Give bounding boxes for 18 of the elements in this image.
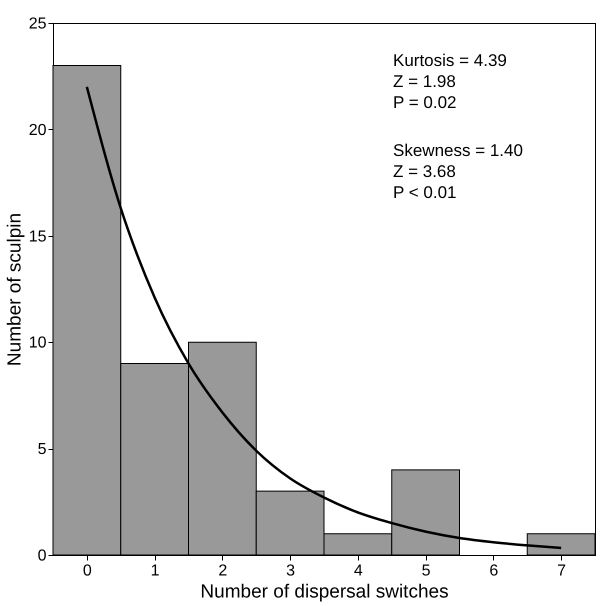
x-tick-label: 5	[422, 562, 431, 580]
x-axis-title: Number of dispersal switches	[200, 582, 449, 602]
x-tick-label: 2	[218, 562, 228, 580]
y-tick-label: 25	[28, 16, 47, 32]
x-tick-label: 0	[82, 562, 92, 580]
x-tick-label: 1	[150, 562, 160, 580]
x-tick-label: 6	[489, 562, 498, 580]
y-tick-label: 15	[28, 228, 47, 246]
y-tick-label: 5	[38, 441, 47, 458]
y-tick-label: 10	[28, 334, 47, 352]
y-tick-label: 0	[38, 548, 47, 564]
y-tick-label: 20	[28, 122, 47, 139]
x-tick-label: 7	[557, 562, 566, 580]
x-tick-label: 4	[354, 562, 363, 580]
annotation: Kurtosis = 4.39 Z = 1.98 P = 0.02	[393, 51, 507, 112]
annotation: Skewness = 1.40 Z = 3.68 P < 0.01	[393, 141, 523, 202]
y-axis-title: Number of sculpin	[4, 212, 26, 366]
x-tick-label: 3	[286, 562, 296, 580]
